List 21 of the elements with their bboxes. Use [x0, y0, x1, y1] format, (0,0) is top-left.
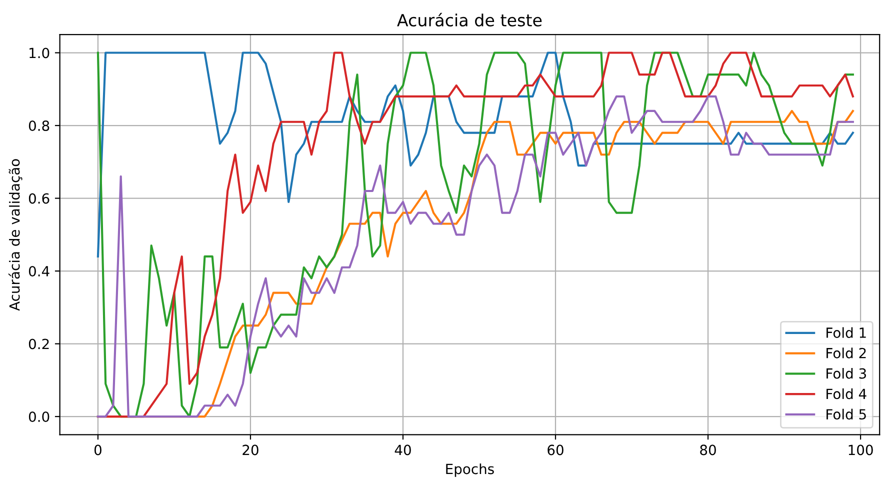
y-tick-label: 0.4 [28, 266, 50, 276]
y-tick-label: 0.6 [28, 193, 50, 204]
x-tick-label: 20 [242, 444, 258, 456]
legend-label: Fold 3 [826, 368, 866, 379]
chart-title: Acurácia de teste [397, 12, 542, 26]
x-tick-label: 60 [548, 444, 564, 456]
y-tick-label: 0.8 [28, 120, 50, 131]
x-axis-title: Epochs [446, 463, 494, 477]
legend-label: Fold 2 [826, 348, 866, 358]
legend-label: Fold 1 [826, 327, 866, 338]
x-tick-label: 40 [394, 444, 411, 456]
legend-label: Fold 4 [826, 388, 866, 400]
y-tick-label: 1.0 [30, 48, 50, 58]
y-tick-label: 0.0 [28, 412, 50, 422]
x-tick-label: 80 [700, 444, 716, 456]
legend-label: Fold 5 [826, 408, 866, 420]
y-axis-title: Acurácia de validação [8, 159, 22, 311]
x-tick-label: 100 [848, 444, 873, 456]
line-series [96, 52, 854, 258]
y-tick-label: 0.2 [28, 338, 49, 350]
x-tick-label: 0 [94, 444, 102, 456]
